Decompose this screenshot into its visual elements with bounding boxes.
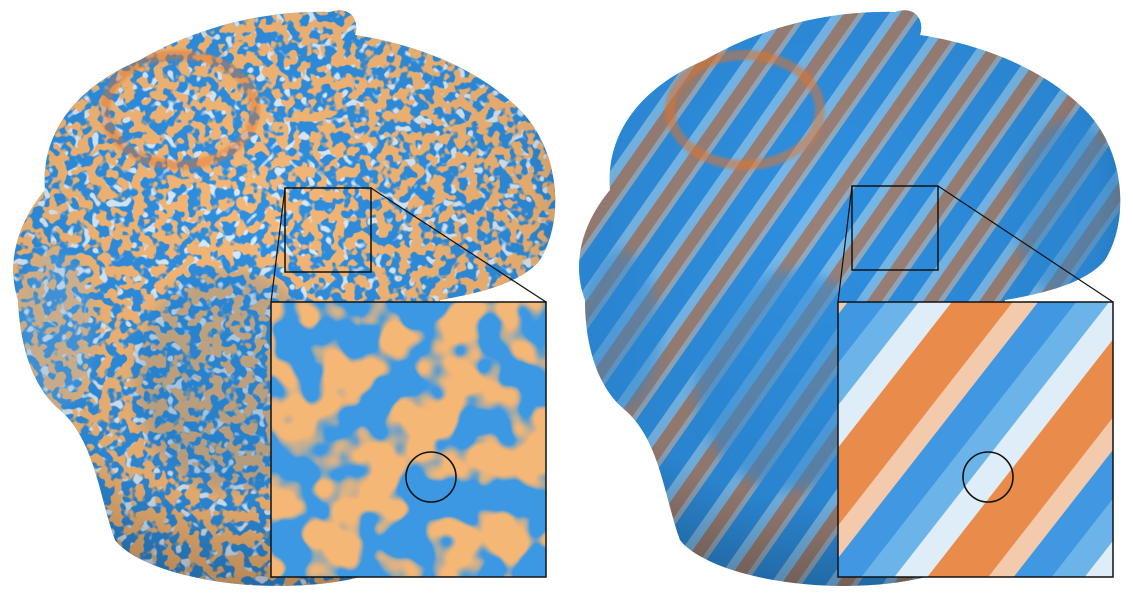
right-marker-circle [962,451,1014,503]
left-zoom-connector-1 [270,187,286,303]
left-zoom-source-box [284,187,372,273]
right-zoom-source-box [851,185,939,271]
right-zoom-connector-2 [937,185,1114,303]
left-zoom-inset [270,187,547,578]
left-marker-circle [405,451,457,503]
right-zoom-connector-1 [837,185,853,303]
right-zoom-inset [837,185,1114,578]
right-zoom-frame [837,301,1114,578]
left-zoom-connector-2 [370,187,547,303]
left-zoom-frame [270,301,547,578]
